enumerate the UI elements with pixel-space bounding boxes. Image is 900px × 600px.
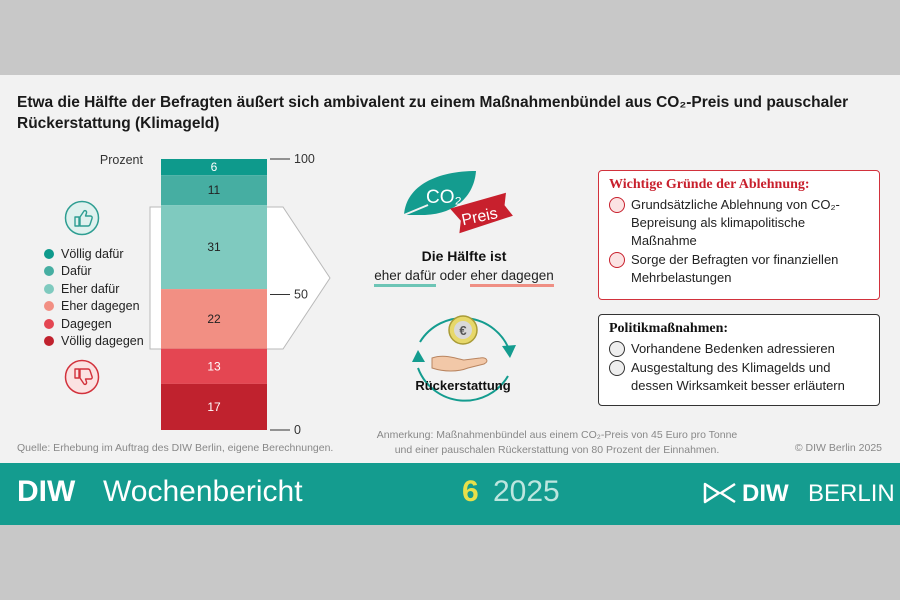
- y-tick-label: 100: [294, 152, 315, 166]
- legend-swatch: [44, 318, 54, 329]
- legend-item: Dagegen: [44, 315, 144, 333]
- policy-measure-item: Ausgestaltung des Klimagelds und dessen …: [609, 359, 869, 395]
- thumbs-down-icon: [609, 252, 625, 268]
- rejection-reason-item: Sorge der Befragten vor finanziellen Meh…: [609, 251, 869, 287]
- data-label: 13: [207, 359, 221, 373]
- chart-legend: Völlig dafür Dafür Eher dafür Eher dageg…: [44, 245, 144, 350]
- half-title: Die Hälfte ist: [421, 248, 507, 264]
- legend-label: Eher dagegen: [61, 299, 140, 314]
- data-label: 11: [208, 183, 221, 197]
- rejection-reason-item: Grundsätzliche Ablehnung von CO₂-Bepreis…: [609, 196, 869, 250]
- preis-tag: [450, 192, 513, 234]
- annotation-line: Anmerkung: Maßnahmenbündel aus einem CO₂…: [376, 429, 738, 441]
- y-axis-label: Prozent: [100, 153, 144, 167]
- legend-item: Eher dagegen: [44, 298, 144, 316]
- y-tick-label: 50: [294, 288, 308, 302]
- pointing-hand-icon: [609, 360, 625, 376]
- open-hand-icon: [431, 355, 488, 372]
- legend-item: Dafür: [44, 263, 144, 281]
- data-label: 17: [207, 400, 221, 414]
- legend-label: Völlig dafür: [61, 246, 124, 261]
- thumbs-down-icon: [64, 359, 100, 395]
- footer-diw: DIW: [17, 475, 76, 508]
- policy-measures-title: Politikmaßnahmen:: [609, 321, 729, 336]
- footer-logo-diw: DIW: [742, 480, 789, 507]
- bar-segment: [161, 175, 267, 206]
- legend-item: Völlig dafür: [44, 245, 144, 263]
- footer-banner: [0, 463, 900, 525]
- legend-label: Eher dafür: [61, 281, 120, 296]
- bar-segment: [161, 159, 267, 176]
- legend-swatch: [44, 283, 54, 294]
- co2-leaf-icon: CO₂ Preis: [403, 171, 513, 234]
- half-statement: Die Hälfte ist eher dafür oder eher dage…: [366, 248, 562, 287]
- thumbs-down-icon: [609, 197, 625, 213]
- data-label: 6: [211, 160, 218, 174]
- legend-swatch: [44, 266, 54, 277]
- refund-label: Rückerstattung: [415, 378, 510, 393]
- legend-item: Eher dafür: [44, 280, 144, 298]
- y-tick-label: 0: [294, 423, 301, 437]
- bar-segment: [161, 383, 267, 430]
- rejection-reason-text: Grundsätzliche Ablehnung von CO₂-Bepreis…: [631, 197, 840, 248]
- legend-label: Dafür: [61, 264, 92, 279]
- half-part-for: eher dafür: [374, 268, 436, 287]
- footer-issue: 6: [462, 475, 479, 508]
- footer-wochenbericht: Wochenbericht: [103, 475, 303, 508]
- rejection-reason-text: Sorge der Befragten vor finanziellen Meh…: [631, 252, 839, 285]
- rejection-reasons-title: Wichtige Gründe der Ablehnung:: [609, 177, 810, 192]
- legend-label: Völlig dagegen: [61, 334, 144, 349]
- annotation-note: Anmerkung: Maßnahmenbündel aus einem CO₂…: [372, 428, 742, 458]
- annotation-line: und einer pauschalen Rückerstattung von …: [394, 444, 720, 456]
- legend-label: Dagegen: [61, 316, 112, 331]
- half-part-against: eher dagegen: [470, 268, 554, 287]
- euro-coin-icon: €: [448, 315, 478, 345]
- half-line: eher dafür oder eher dagegen: [366, 268, 562, 287]
- legend-swatch: [44, 301, 54, 312]
- thumbs-up-icon: [64, 200, 100, 236]
- rejection-reasons-box: Wichtige Gründe der Ablehnung: Grundsätz…: [598, 170, 880, 300]
- data-label: 31: [207, 240, 221, 254]
- copyright: © DIW Berlin 2025: [794, 442, 882, 454]
- data-label: 22: [207, 312, 221, 326]
- footer-year: 2025: [493, 475, 560, 508]
- chart-title: Etwa die Hälfte der Befragten äußert sic…: [17, 94, 849, 132]
- co2-text: CO₂: [426, 187, 462, 208]
- bar-segment: [161, 348, 267, 384]
- legend-swatch: [44, 248, 54, 259]
- refund-cycle-icon: € Rückerstattung: [412, 315, 516, 402]
- svg-text:€: €: [459, 323, 466, 338]
- policy-measure-text: Ausgestaltung des Klimagelds und dessen …: [631, 360, 845, 393]
- pointing-hand-icon: [609, 341, 625, 357]
- footer-logo-berlin: BERLIN: [808, 480, 895, 507]
- half-or: oder: [439, 268, 467, 283]
- stacked-bar-chart: 6 11 31 22 13 17 0 50 100 Prozent: [100, 152, 331, 437]
- legend-swatch: [44, 336, 54, 347]
- source-note: Quelle: Erhebung im Auftrag des DIW Berl…: [17, 442, 334, 454]
- policy-measure-text: Vorhandene Bedenken adressieren: [631, 341, 835, 356]
- legend-item: Völlig dagegen: [44, 333, 144, 351]
- bar-segment: [161, 205, 267, 290]
- bar-segment: [161, 289, 267, 349]
- policy-measures-box: Politikmaßnahmen: Vorhandene Bedenken ad…: [598, 314, 880, 406]
- policy-measure-item: Vorhandene Bedenken adressieren: [609, 340, 869, 358]
- diw-logo-icon: [703, 482, 736, 504]
